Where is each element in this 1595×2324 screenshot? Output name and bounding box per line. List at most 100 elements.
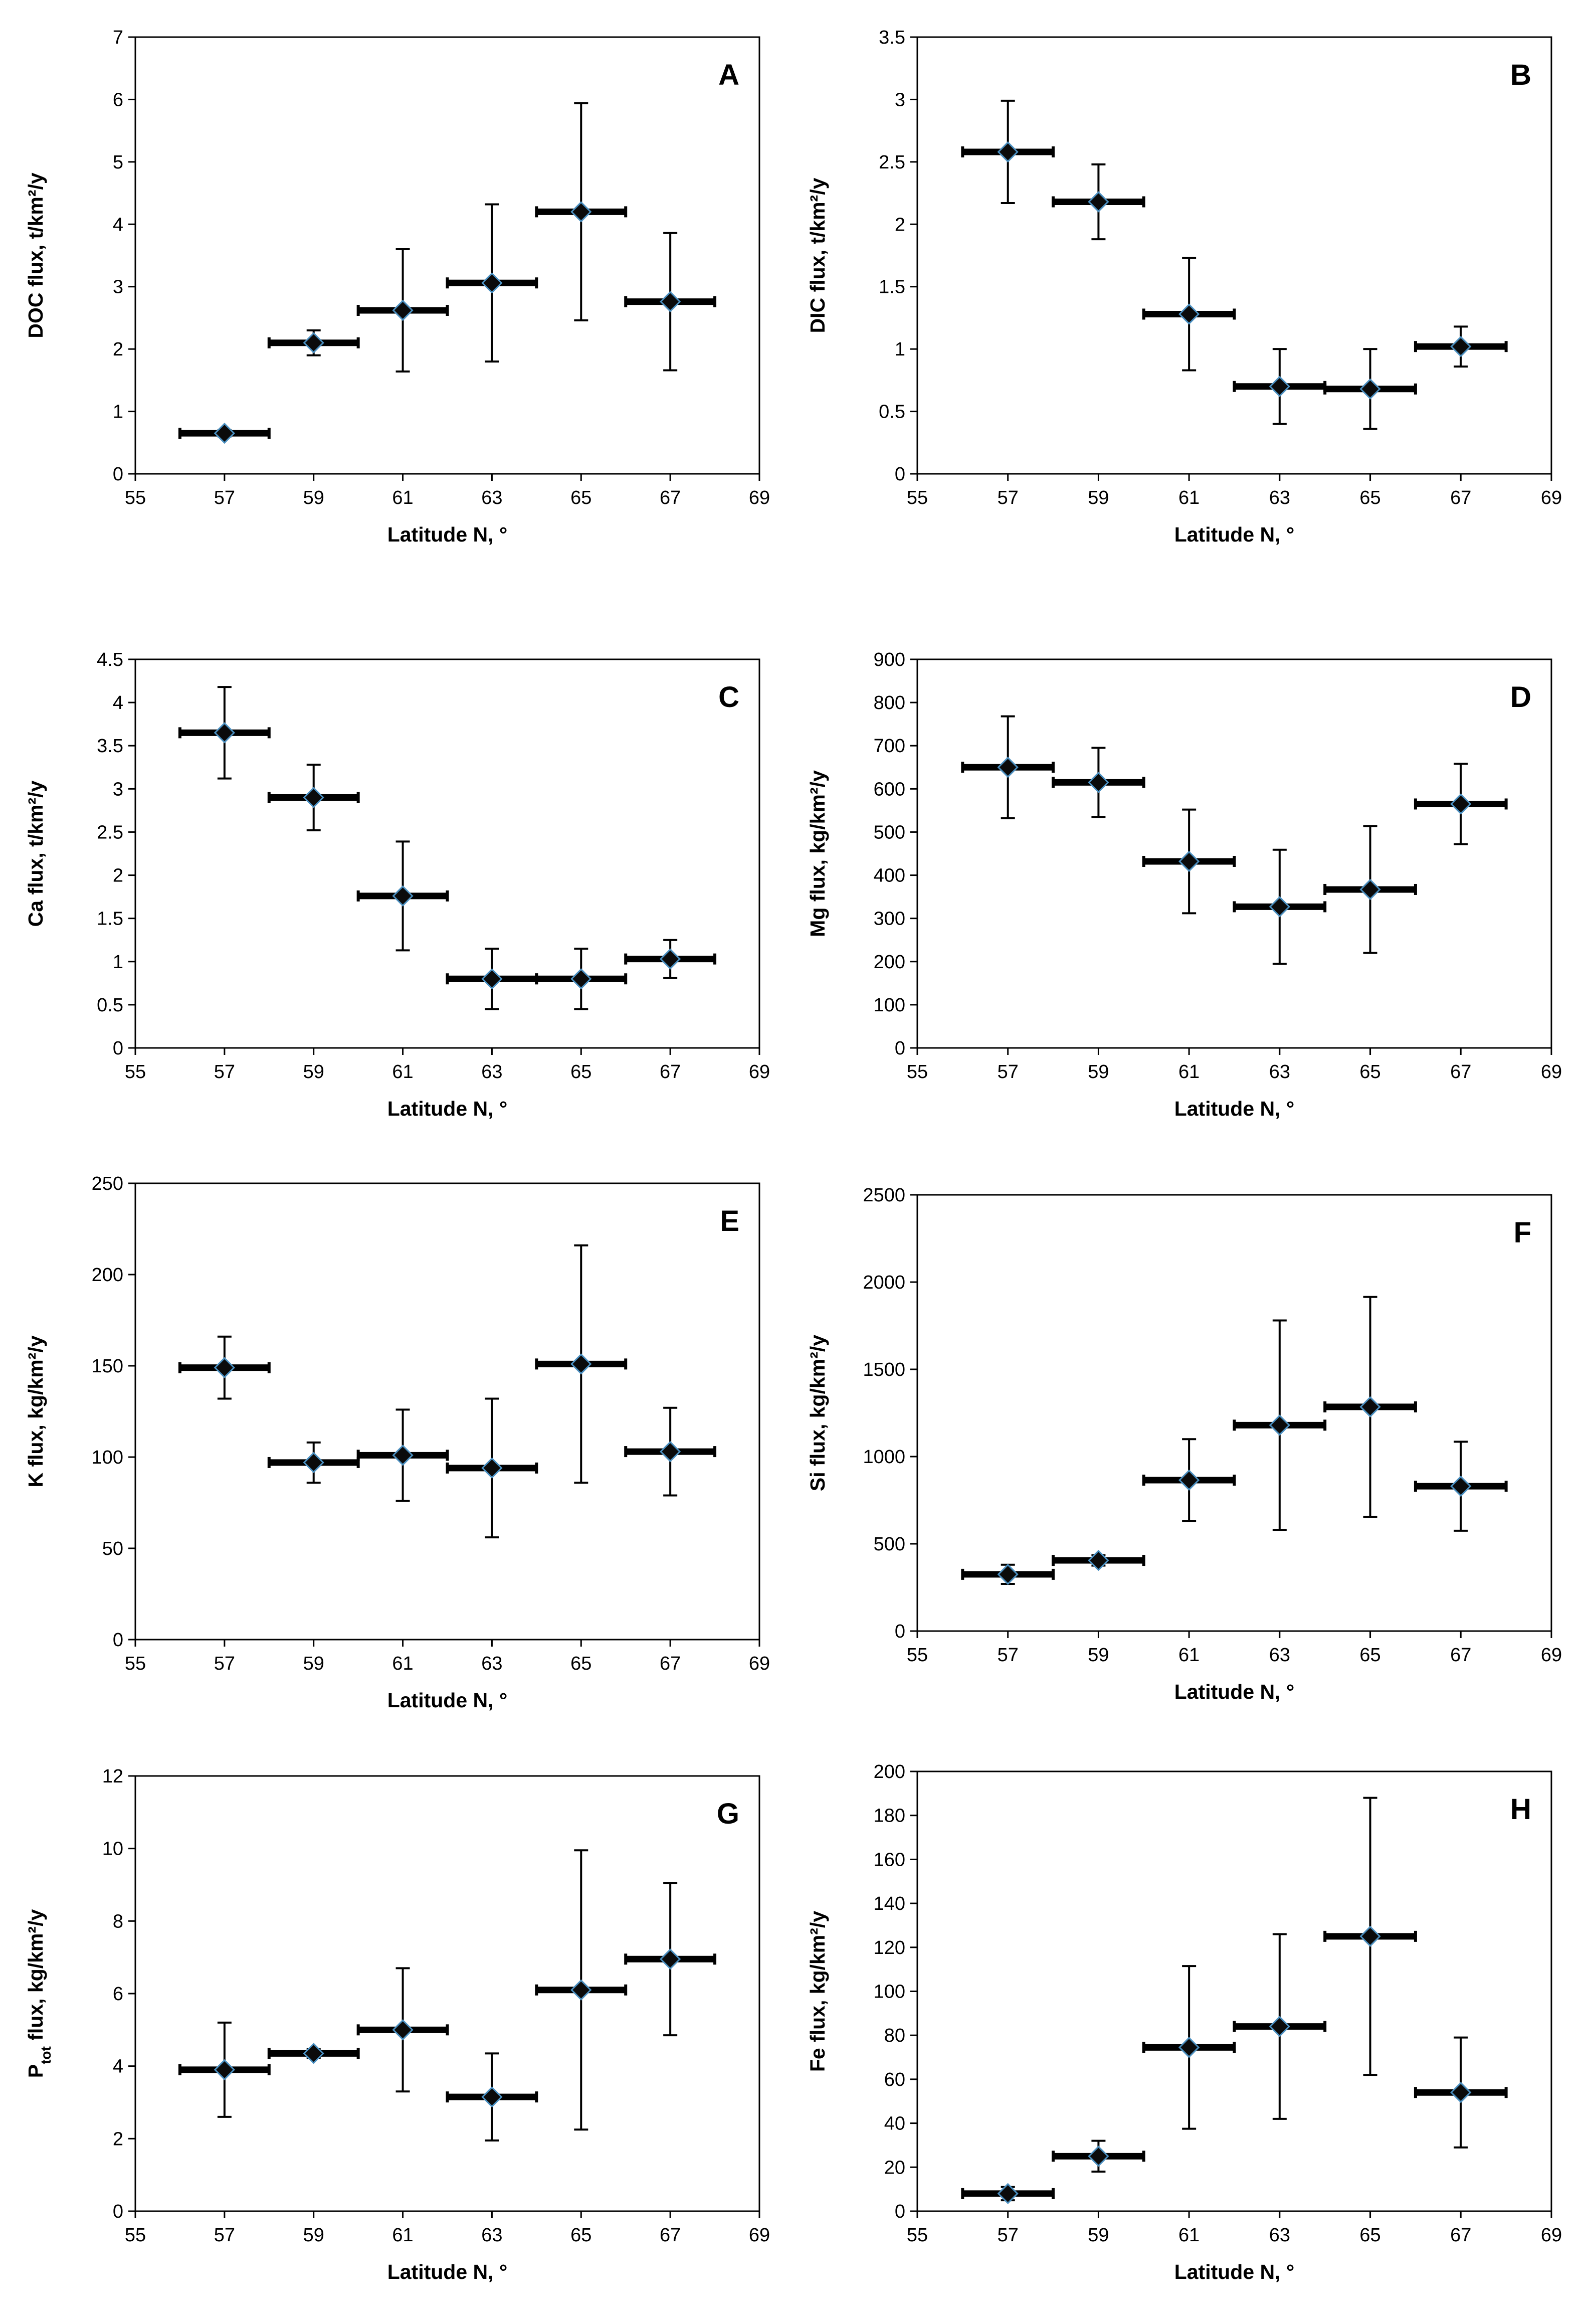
x-tick-label-b: 59: [1088, 487, 1109, 508]
x-tick-label-f: 61: [1178, 1645, 1200, 1666]
x-tick-label-e: 57: [214, 1653, 235, 1674]
data-point-h: [1325, 1798, 1416, 2075]
x-tick-label-f: 55: [907, 1645, 928, 1666]
data-marker: [1451, 1477, 1470, 1496]
x-tick-label-c: 55: [125, 1061, 146, 1083]
y-tick-label-d: 400: [874, 865, 905, 886]
y-tick-label-g: 0: [113, 2201, 123, 2222]
chart-panel-d: 0 100 200 300 400 500 600 700 800 900 55 57 59 61 63 65…: [806, 649, 1562, 1120]
x-tick-label-g: 61: [392, 2225, 413, 2246]
data-marker: [482, 273, 501, 292]
data-point-f: [1053, 1551, 1144, 1570]
x-tick-label-h: 55: [907, 2225, 928, 2246]
y-tick-label-d: 0: [895, 1038, 905, 1059]
data-marker: [393, 2020, 413, 2039]
data-point-a: [536, 103, 626, 320]
y-tick-label-c: 4.5: [97, 649, 123, 670]
data-marker: [1089, 773, 1108, 792]
data-point-b: [1053, 164, 1144, 239]
data-marker: [1361, 380, 1380, 399]
data-marker: [1270, 377, 1289, 396]
y-axis-title-sub-g: tot: [38, 2046, 54, 2064]
data-point-g: [358, 1968, 448, 2091]
data-marker: [1361, 880, 1380, 899]
data-marker: [571, 1981, 590, 2000]
data-point-a: [448, 204, 537, 362]
y-axis-title-f: Si flux, kg/km²/y: [806, 1335, 829, 1491]
x-tick-label-a: 59: [303, 487, 324, 508]
x-tick-label-e: 67: [660, 1653, 681, 1674]
y-tick-label-d: 600: [874, 779, 905, 800]
y-tick-label-h: 120: [874, 1937, 905, 1958]
data-point-h: [1235, 1934, 1325, 2118]
x-axis-title-b: Latitude N, °: [1174, 523, 1295, 546]
data-point-c: [626, 940, 715, 978]
x-tick-label-e: 59: [303, 1653, 324, 1674]
y-tick-label-g: 12: [102, 1766, 123, 1787]
y-tick-label-a: 4: [113, 214, 123, 235]
x-tick-label-e: 65: [570, 1653, 591, 1674]
x-tick-label-a: 61: [392, 487, 413, 508]
x-tick-label-f: 69: [1541, 1645, 1562, 1666]
data-point-h: [1053, 2141, 1144, 2172]
data-marker: [1451, 337, 1470, 356]
y-tick-label-f: 1500: [863, 1359, 905, 1380]
data-marker: [1089, 2147, 1108, 2166]
data-point-c: [358, 841, 448, 950]
x-tick-label-f: 57: [998, 1645, 1019, 1666]
data-marker: [482, 2087, 501, 2106]
plot-frame-a: [135, 37, 759, 474]
x-axis-title-h: Latitude N, °: [1174, 2260, 1295, 2283]
y-tick-label-h: 20: [884, 2157, 905, 2178]
y-tick-label-d: 100: [874, 995, 905, 1016]
y-tick-label-e: 100: [92, 1447, 123, 1468]
y-tick-label-f: 1000: [863, 1447, 905, 1468]
data-marker: [215, 1358, 234, 1377]
chart-panel-f: 0 500 1000 1500 2000 2500 55 57 59 61 63 65 67 69 Lati…: [806, 1185, 1562, 1703]
data-marker: [1089, 192, 1108, 211]
data-marker: [571, 1354, 590, 1373]
data-point-b: [962, 101, 1053, 203]
data-point-e: [180, 1337, 269, 1399]
y-tick-label-b: 2.5: [879, 152, 905, 173]
y-axis-title-main-g: P: [24, 2064, 47, 2078]
chart-panel-g: 02468101255 57 59 61 63 65 67 69Latitude N, °Pt…: [24, 1766, 770, 2283]
data-marker: [1270, 897, 1289, 916]
data-marker: [304, 2044, 323, 2063]
y-tick-label-d: 200: [874, 952, 905, 973]
data-marker: [393, 886, 413, 906]
panel-letter-c: C: [718, 681, 739, 713]
x-tick-label-h: 61: [1178, 2225, 1200, 2246]
data-point-g: [536, 1850, 626, 2129]
data-marker: [393, 1446, 413, 1465]
y-tick-label-h: 140: [874, 1893, 905, 1914]
x-tick-label-e: 63: [481, 1653, 502, 1674]
data-marker: [661, 1949, 680, 1969]
data-marker: [215, 424, 234, 443]
x-axis-title-c: Latitude N, °: [387, 1097, 508, 1120]
data-marker: [571, 969, 590, 988]
data-marker: [1179, 304, 1199, 323]
y-tick-label-b: 0.5: [879, 402, 905, 423]
data-point-e: [269, 1443, 358, 1483]
y-tick-label-h: 100: [874, 1982, 905, 2003]
y-tick-label-g: 10: [102, 1839, 123, 1860]
data-marker: [1089, 1551, 1108, 1570]
y-tick-label-a: 2: [113, 339, 123, 360]
x-tick-label-c: 63: [481, 1061, 502, 1083]
x-tick-label-g: 57: [214, 2225, 235, 2246]
plot-frame-c: [135, 659, 759, 1048]
data-point-e: [626, 1408, 715, 1496]
y-tick-label-g: 8: [113, 1911, 123, 1932]
x-axis-title-g: Latitude N, °: [387, 2260, 508, 2283]
x-tick-label-d: 67: [1450, 1061, 1471, 1083]
data-point-b: [1235, 349, 1325, 424]
data-marker: [482, 969, 501, 988]
x-tick-label-g: 67: [660, 2225, 681, 2246]
data-point-d: [1235, 850, 1325, 964]
y-tick-label-e: 50: [102, 1538, 123, 1559]
x-tick-label-f: 67: [1450, 1645, 1471, 1666]
y-axis-title-c: Ca flux, t/km²/y: [24, 780, 47, 927]
x-tick-label-e: 69: [749, 1653, 770, 1674]
data-marker: [1361, 1397, 1380, 1416]
